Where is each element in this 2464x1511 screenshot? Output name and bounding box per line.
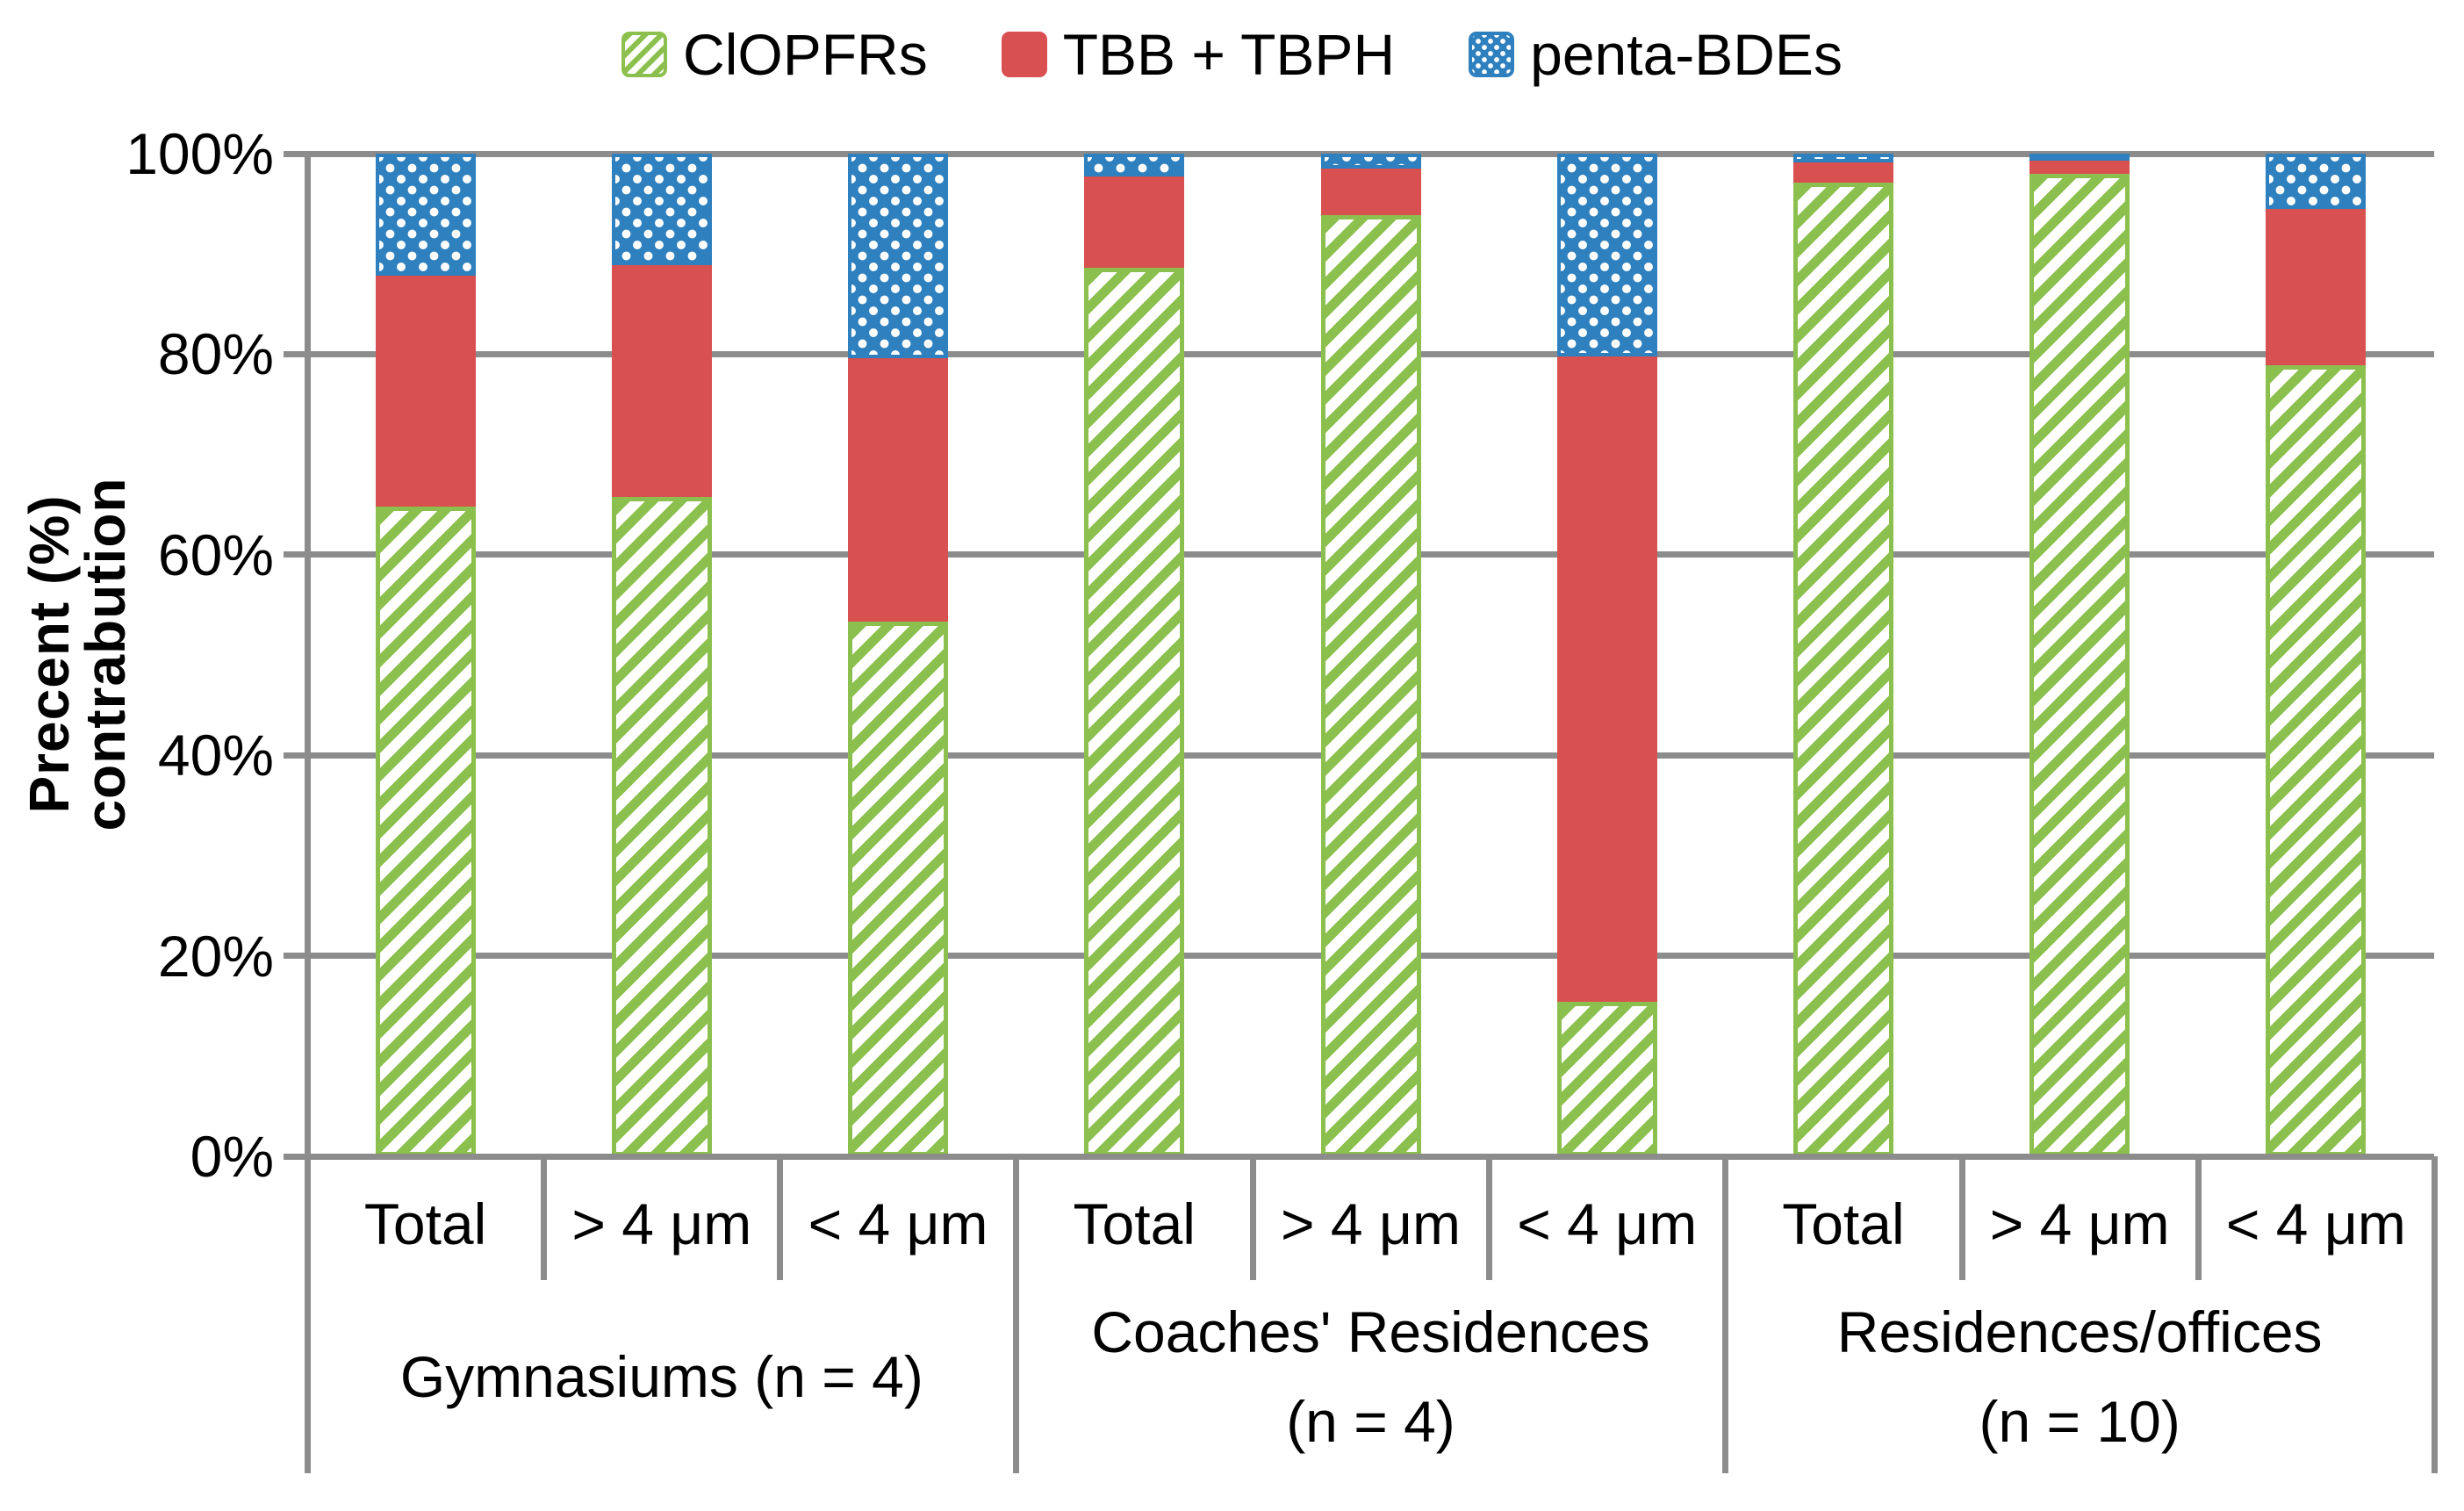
x-category-label: Total [1782, 1191, 1905, 1256]
legend-item-tbb-tbph: TBB + TBPH [1001, 22, 1396, 87]
group-label: Coaches' Residences (n = 4) [1016, 1280, 1726, 1473]
bar-segment-clopfrs [848, 622, 949, 1156]
category-separator [2195, 1156, 2202, 1280]
category-separator [1249, 1156, 1256, 1280]
y-axis-tick [284, 752, 307, 759]
bar-segment-tbb-tbph [1084, 176, 1185, 269]
bar-segment-tbb-tbph [2029, 158, 2130, 174]
group-separator [2431, 1156, 2438, 1473]
x-category-label: > 4 μm [571, 1191, 752, 1256]
group-label-line: Coaches' Residences [1091, 1299, 1650, 1364]
bar-segment-penta-bdes [1320, 154, 1421, 169]
penta-bdes-swatch-icon [1469, 32, 1515, 77]
legend-item-clopfrs: ClOPFRs [621, 25, 928, 83]
x-category-label: < 4 μm [1517, 1191, 1698, 1256]
bar-segment-clopfrs [2029, 173, 2130, 1156]
bar-segment-tbb-tbph [848, 357, 949, 622]
bar-segment-tbb-tbph [375, 276, 476, 507]
bar-segment-clopfrs [2266, 364, 2367, 1156]
category-separator [1486, 1156, 1493, 1280]
y-axis-tick [284, 551, 307, 558]
bar-segment-clopfrs [1556, 1002, 1657, 1156]
x-category-label: > 4 μm [1989, 1191, 2170, 1256]
bar-segment-penta-bdes [1084, 154, 1185, 177]
bar-segment-clopfrs [1320, 214, 1421, 1156]
group-label-line: Gymnasiums (n = 4) [399, 1344, 923, 1409]
bar-segment-tbb-tbph [1320, 169, 1421, 215]
bar-segment-clopfrs [1792, 183, 1893, 1156]
x-category-label: < 4 μm [808, 1191, 988, 1256]
legend: ClOPFRs TBB + TBPH penta-BDEs [0, 14, 2464, 95]
bar-segment-penta-bdes [848, 154, 949, 358]
category-separator [1958, 1156, 1965, 1280]
bar-segment-penta-bdes [375, 154, 476, 277]
y-axis-tick [284, 350, 307, 357]
y-tick-label: 0% [190, 1124, 274, 1189]
y-tick-label: 80% [157, 321, 274, 387]
bar-segment-clopfrs [611, 496, 712, 1156]
group-label: Residences/offices (n = 10) [1725, 1280, 2434, 1473]
y-axis-title: Precent (%) contrabution [18, 477, 137, 831]
y-axis-tick [284, 150, 307, 157]
x-category-label: Total [1073, 1191, 1196, 1256]
x-category-label: Total [363, 1191, 487, 1256]
y-axis-line [304, 154, 311, 1473]
y-tick-label: 60% [157, 522, 274, 587]
y-tick-label: 40% [157, 723, 274, 788]
group-label-line: (n = 10) [1979, 1389, 2180, 1454]
x-category-label: < 4 μm [2225, 1191, 2406, 1256]
bar-segment-tbb-tbph [611, 264, 712, 497]
bar-segment-tbb-tbph [1792, 162, 1893, 183]
group-label: Gymnasiums (n = 4) [307, 1280, 1016, 1473]
y-axis-tick [284, 953, 307, 960]
clopfrs-swatch-icon [621, 32, 668, 77]
y-tick-label: 100% [126, 121, 274, 186]
legend-label-penta-bdes: penta-BDEs [1530, 22, 1843, 87]
bar-segment-penta-bdes [1556, 154, 1657, 356]
legend-label-clopfrs: ClOPFRs [683, 22, 928, 87]
bar-segment-clopfrs [375, 506, 476, 1156]
bar-segment-penta-bdes [2029, 154, 2130, 161]
bar-segment-penta-bdes [1792, 154, 1893, 163]
bar-segment-penta-bdes [611, 154, 712, 265]
group-separator [1721, 1156, 1728, 1473]
legend-item-penta-bdes: penta-BDEs [1469, 25, 1843, 83]
bar-segment-tbb-tbph [1556, 356, 1657, 1003]
x-category-label: > 4 μm [1281, 1191, 1461, 1256]
group-separator [1013, 1156, 1020, 1473]
group-label-line: Residences/offices [1836, 1299, 2323, 1364]
legend-label-tbb-tbph: TBB + TBPH [1062, 22, 1396, 87]
bar-segment-penta-bdes [2266, 154, 2367, 209]
category-separator [541, 1156, 548, 1280]
bar-segment-clopfrs [1084, 268, 1185, 1156]
x-axis-line [284, 1153, 2434, 1160]
group-label-line: (n = 4) [1286, 1389, 1455, 1454]
tbb-tbph-swatch-icon [1001, 32, 1047, 77]
y-tick-label: 20% [157, 923, 274, 989]
bar-segment-tbb-tbph [2266, 208, 2367, 365]
category-separator [777, 1156, 784, 1280]
